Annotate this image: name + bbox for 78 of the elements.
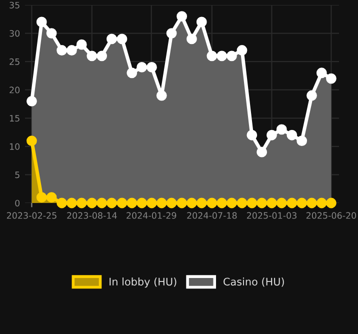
point bbox=[96, 198, 108, 208]
point bbox=[176, 11, 188, 22]
point bbox=[256, 146, 268, 158]
point bbox=[326, 198, 336, 208]
point bbox=[276, 124, 287, 135]
point bbox=[246, 130, 258, 140]
point bbox=[76, 39, 87, 50]
point bbox=[66, 198, 77, 208]
point bbox=[116, 34, 128, 44]
x-tick-label: 2025-01-03 bbox=[246, 212, 296, 219]
point bbox=[156, 198, 167, 208]
point bbox=[166, 28, 177, 38]
point bbox=[206, 198, 218, 208]
point bbox=[196, 198, 207, 208]
x-tick-label: 2025-06-20 bbox=[306, 212, 356, 219]
point bbox=[266, 130, 277, 140]
point bbox=[26, 96, 37, 106]
point bbox=[306, 90, 317, 101]
point bbox=[236, 198, 248, 208]
point bbox=[186, 34, 197, 44]
point bbox=[166, 198, 177, 208]
point bbox=[196, 16, 207, 28]
point bbox=[126, 198, 138, 208]
point bbox=[286, 130, 298, 140]
y-tick-label: 35 bbox=[10, 2, 20, 8]
y-tick-label: 0 bbox=[15, 200, 20, 206]
x-tick-label: 2024-01-29 bbox=[126, 212, 176, 219]
x-tick-label: 2023-02-25 bbox=[6, 212, 56, 219]
point bbox=[176, 198, 188, 208]
point bbox=[316, 68, 327, 78]
y-tick-label: 25 bbox=[10, 58, 20, 66]
point bbox=[146, 198, 157, 208]
y-tick-label: 10 bbox=[10, 143, 20, 150]
point bbox=[306, 198, 317, 208]
point bbox=[46, 192, 57, 203]
point bbox=[106, 34, 117, 44]
point bbox=[106, 198, 117, 208]
point bbox=[46, 28, 57, 38]
point bbox=[86, 50, 98, 62]
point bbox=[206, 50, 218, 62]
legend-label: Casino (HU) bbox=[224, 278, 284, 287]
y-tick-label: 15 bbox=[10, 115, 20, 122]
point bbox=[216, 198, 228, 208]
point bbox=[56, 198, 68, 208]
y-tick-label: 20 bbox=[10, 86, 20, 94]
point bbox=[146, 62, 157, 72]
point bbox=[76, 198, 87, 208]
point bbox=[246, 198, 258, 208]
point bbox=[26, 136, 37, 146]
point bbox=[96, 50, 108, 62]
point bbox=[36, 192, 47, 203]
point bbox=[326, 73, 336, 84]
point bbox=[186, 198, 197, 208]
point bbox=[36, 16, 47, 28]
point bbox=[226, 50, 237, 62]
point bbox=[216, 50, 228, 62]
point bbox=[236, 45, 248, 56]
point bbox=[286, 198, 298, 208]
point bbox=[316, 198, 327, 208]
point bbox=[86, 198, 98, 208]
point bbox=[266, 198, 277, 208]
point bbox=[296, 198, 308, 208]
x-tick-label: 2024-07-18 bbox=[187, 212, 237, 219]
x-tick-label: 2023-08-14 bbox=[67, 212, 117, 219]
point bbox=[66, 45, 77, 56]
point bbox=[156, 90, 167, 101]
point bbox=[116, 198, 128, 208]
point bbox=[136, 198, 148, 208]
y-tick-label: 30 bbox=[10, 30, 20, 37]
point bbox=[256, 198, 268, 208]
point bbox=[136, 62, 148, 72]
point bbox=[56, 45, 68, 56]
y-tick-label: 5 bbox=[15, 172, 20, 178]
point bbox=[126, 68, 138, 78]
point bbox=[226, 198, 237, 208]
point bbox=[276, 198, 287, 208]
point bbox=[296, 136, 308, 146]
legend-label: In lobby (HU) bbox=[110, 278, 176, 288]
